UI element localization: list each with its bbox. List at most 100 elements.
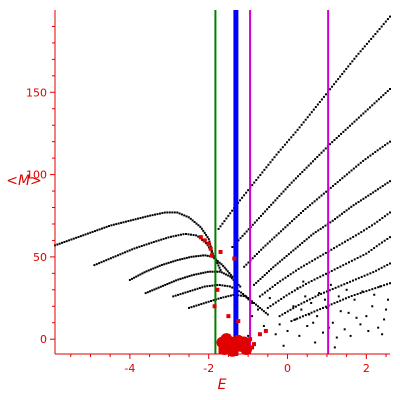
- data-point: [281, 258, 284, 261]
- y-axis-label: <M>: [6, 173, 42, 189]
- data-point: [314, 106, 317, 109]
- data-point: [345, 173, 348, 176]
- data-point: [294, 305, 297, 308]
- data-point: [372, 271, 375, 274]
- data-point: [251, 223, 254, 226]
- data-point: [336, 267, 339, 270]
- data-point: [337, 295, 340, 298]
- data-point: [243, 265, 246, 268]
- data-point: [205, 242, 208, 245]
- data-point: [256, 305, 259, 308]
- data-point: [172, 295, 175, 298]
- data-point: [322, 226, 325, 229]
- highlight-point: [248, 337, 253, 342]
- data-point: [302, 209, 305, 212]
- data-point: [339, 299, 342, 302]
- data-point: [288, 222, 291, 225]
- data-point: [260, 248, 263, 251]
- data-point: [165, 262, 168, 265]
- data-point: [362, 254, 365, 257]
- data-point: [257, 176, 260, 179]
- data-point: [243, 294, 246, 297]
- data-point: [277, 299, 280, 302]
- data-point: [207, 238, 210, 241]
- data-point: [360, 114, 363, 117]
- data-point: [197, 303, 200, 306]
- data-point: [298, 243, 301, 246]
- data-point: [350, 169, 353, 172]
- data-point: [146, 291, 149, 294]
- data-point: [346, 126, 349, 129]
- data-point: [310, 111, 313, 114]
- data-point: [241, 234, 244, 237]
- data-point: [194, 288, 197, 291]
- data-point: [365, 290, 368, 293]
- data-point: [203, 285, 206, 288]
- data-point: [262, 246, 265, 249]
- data-point: [296, 245, 299, 248]
- data-point: [77, 235, 80, 238]
- data-point: [296, 317, 299, 320]
- data-point: [354, 278, 357, 281]
- data-point: [381, 185, 384, 188]
- data-point: [212, 299, 215, 302]
- data-point: [185, 256, 188, 259]
- data-point: [380, 285, 383, 288]
- data-point: [366, 273, 369, 276]
- data-point: [178, 258, 181, 261]
- data-point: [109, 257, 112, 260]
- data-point: [286, 329, 289, 332]
- data-point: [343, 283, 346, 286]
- data-point: [225, 273, 228, 276]
- data-point: [304, 118, 307, 121]
- data-point: [93, 264, 96, 267]
- data-point: [231, 275, 234, 278]
- data-point: [377, 98, 380, 101]
- data-point: [341, 242, 344, 245]
- data-point: [362, 112, 365, 115]
- data-point: [368, 289, 371, 292]
- data-point: [171, 211, 174, 214]
- data-point: [239, 285, 242, 288]
- data-point: [239, 237, 242, 240]
- data-point: [211, 284, 214, 287]
- data-point: [281, 146, 284, 149]
- data-point: [349, 62, 352, 65]
- data-point: [363, 45, 366, 48]
- data-point: [336, 300, 339, 303]
- data-point: [274, 333, 277, 336]
- data-point: [383, 265, 386, 268]
- data-point: [273, 236, 276, 239]
- data-point: [193, 273, 196, 276]
- data-point: [206, 285, 209, 288]
- data-point: [349, 280, 352, 283]
- data-point: [319, 275, 322, 278]
- data-point: [341, 73, 344, 76]
- data-point: [105, 225, 108, 228]
- data-point: [365, 42, 368, 45]
- data-point: [292, 249, 295, 252]
- data-point: [195, 255, 198, 258]
- data-point: [364, 110, 367, 113]
- y-tick-label: 150: [26, 86, 47, 99]
- data-point: [82, 234, 85, 237]
- data-point: [274, 264, 277, 267]
- data-point: [116, 254, 119, 257]
- data-point: [325, 306, 328, 309]
- data-point: [380, 241, 383, 244]
- data-point: [151, 214, 154, 217]
- data-point: [141, 272, 144, 275]
- data-point: [241, 196, 244, 199]
- data-point: [226, 285, 229, 288]
- data-point: [190, 233, 193, 236]
- data-point: [301, 241, 304, 244]
- highlight-point: [257, 332, 262, 337]
- data-point: [151, 289, 154, 292]
- data-point: [301, 315, 304, 318]
- data-point: [294, 131, 297, 134]
- data-point: [274, 301, 277, 304]
- data-point: [95, 263, 98, 266]
- data-point: [264, 244, 267, 247]
- data-point: [166, 283, 169, 286]
- data-point: [278, 194, 281, 197]
